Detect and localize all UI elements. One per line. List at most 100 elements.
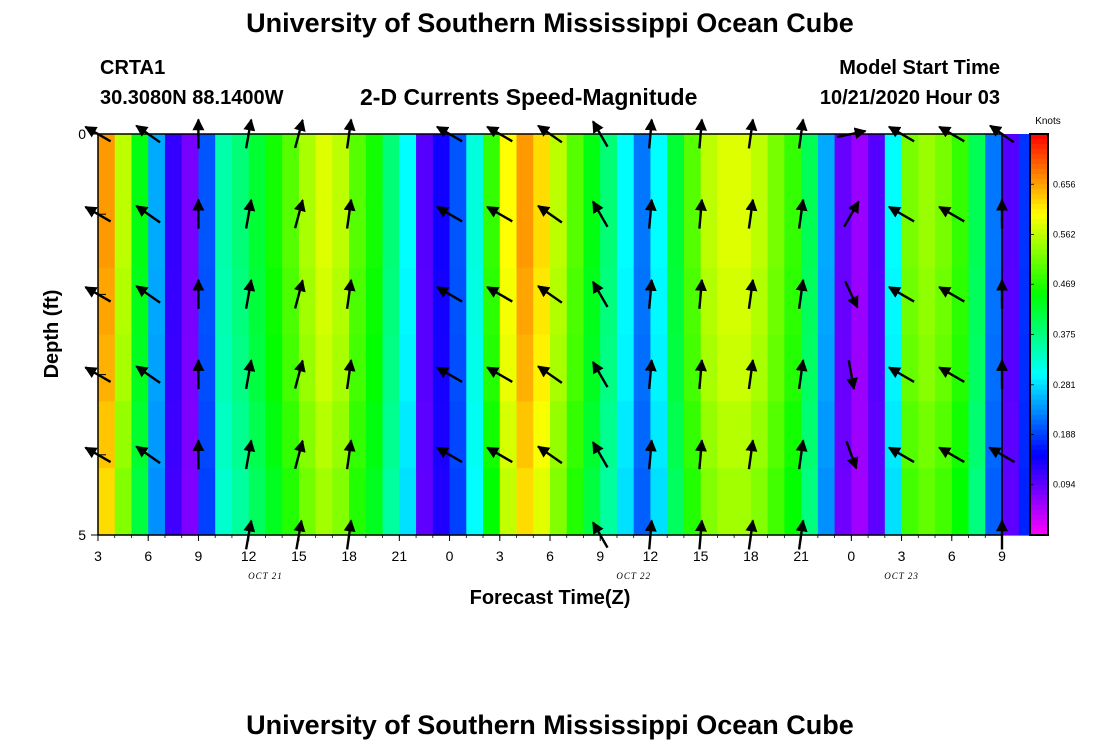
- heatmap-cell: [801, 134, 819, 202]
- heatmap-cell: [550, 200, 568, 269]
- heatmap-cell: [901, 468, 919, 536]
- colorbar-segment: [1030, 514, 1048, 521]
- heatmap-cell: [750, 267, 769, 336]
- heatmap-cell: [231, 468, 250, 536]
- colorbar-tick-label: 0.469: [1053, 279, 1076, 289]
- heatmap-cell: [332, 401, 350, 469]
- heatmap-cell: [918, 334, 936, 402]
- current-vector: [135, 445, 161, 465]
- colorbar-segment: [1030, 154, 1048, 160]
- colorbar-segment: [1030, 479, 1048, 486]
- heatmap-cell: [148, 401, 166, 469]
- heatmap-cell: [282, 134, 300, 202]
- colorbar-segment: [1030, 279, 1048, 285]
- heatmap-cell: [499, 134, 518, 202]
- heatmap-cell: [148, 468, 166, 536]
- heatmap-cell: [935, 200, 953, 269]
- x-tick-label: 6: [948, 548, 956, 564]
- heatmap-cell: [868, 267, 886, 336]
- current-vector: [938, 366, 965, 383]
- heatmap-cell: [801, 401, 819, 469]
- colorbar-segment: [1030, 259, 1048, 265]
- heatmap-cell: [851, 200, 869, 269]
- heatmap-cell: [1002, 334, 1020, 402]
- heatmap-cell: [683, 401, 702, 469]
- heatmap-cell: [298, 134, 317, 202]
- heatmap-cell: [951, 134, 970, 202]
- heatmap-cell: [332, 334, 350, 402]
- heatmap-cell: [432, 468, 451, 536]
- heatmap-cell: [633, 468, 652, 536]
- colorbar-segment: [1030, 164, 1048, 170]
- colorbar-segment: [1030, 374, 1048, 381]
- heatmap-cell: [466, 401, 484, 469]
- heatmap-cell: [365, 267, 384, 336]
- heatmap-cell: [231, 200, 250, 269]
- colorbar-segment: [1030, 419, 1048, 426]
- station-name: CRTA1: [100, 57, 166, 79]
- colorbar-segment: [1030, 239, 1048, 245]
- colorbar-segment: [1030, 504, 1048, 511]
- heatmap-cell: [1002, 200, 1020, 269]
- heatmap-cell: [901, 401, 919, 469]
- heatmap-cell: [98, 468, 116, 536]
- current-vector: [591, 280, 609, 308]
- heatmap-cell: [198, 334, 216, 402]
- colorbar-segment: [1030, 489, 1048, 496]
- heatmap-cell: [114, 134, 133, 202]
- colorbar-tick-label: 0.562: [1053, 230, 1076, 240]
- heatmap-cell: [650, 334, 668, 402]
- heatmap-cell: [633, 134, 652, 202]
- heatmap-cell: [466, 267, 484, 336]
- heatmap-cell: [265, 200, 283, 269]
- heatmap-cell: [181, 401, 200, 469]
- y-tick-label: 0: [78, 126, 86, 142]
- heatmap-cell: [616, 468, 635, 536]
- x-tick-label: 18: [743, 548, 759, 564]
- current-vector: [795, 359, 808, 390]
- model-start-value: 10/21/2020 Hour 03: [819, 87, 1000, 109]
- current-vector: [135, 204, 161, 224]
- y-axis-ticks: 05: [78, 126, 106, 543]
- current-vector: [293, 359, 306, 389]
- current-vector: [486, 205, 513, 223]
- heatmap-cell: [918, 401, 936, 469]
- colorbar-segment: [1030, 159, 1048, 165]
- current-vector: [795, 439, 808, 470]
- heatmap-cell: [951, 334, 970, 402]
- heatmap-cell: [483, 134, 501, 202]
- colorbar-segment: [1030, 289, 1048, 295]
- heatmap-cell: [868, 468, 886, 536]
- colorbar-segment: [1030, 404, 1048, 411]
- heatmap-cell: [918, 267, 936, 336]
- heatmap-cell: [215, 468, 233, 536]
- heatmap-cell: [365, 468, 384, 536]
- heatmap-cell: [600, 267, 618, 336]
- heatmap-cell: [868, 200, 886, 269]
- heatmap-cell: [114, 267, 133, 336]
- heatmap-cell: [114, 334, 133, 402]
- heatmap-cell: [131, 134, 149, 202]
- x-date-label: OCT 21: [248, 571, 283, 581]
- heatmap-cell: [416, 401, 434, 469]
- heatmap-cell: [349, 334, 367, 402]
- current-vector: [795, 278, 808, 309]
- colorbar-segment: [1030, 139, 1048, 145]
- heatmap-cell: [683, 334, 702, 402]
- heatmap-cell: [817, 468, 836, 536]
- current-vector: [745, 278, 758, 309]
- colorbar-segment: [1030, 204, 1048, 210]
- colorbar-segment: [1030, 144, 1048, 150]
- heatmap-cell: [700, 468, 719, 536]
- heatmap-cell: [98, 334, 116, 402]
- colorbar-segment: [1030, 379, 1048, 386]
- heatmap-cell: [717, 134, 735, 202]
- heatmap-cell: [483, 267, 501, 336]
- heatmap-cell: [901, 334, 919, 402]
- heatmap-cell: [164, 401, 183, 469]
- colorbar-segment: [1030, 264, 1048, 270]
- colorbar-segment: [1030, 254, 1048, 260]
- colorbar-segment: [1030, 189, 1048, 195]
- heatmap-cell: [349, 200, 367, 269]
- station-location: 30.3080N 88.1400W: [100, 87, 284, 109]
